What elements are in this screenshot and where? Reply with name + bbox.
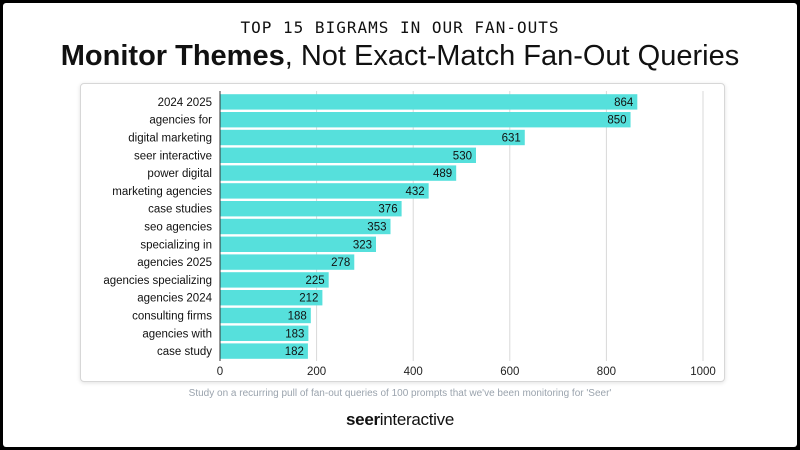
bar-2 [220,129,525,146]
x-tick-label-600: 600 [500,366,519,378]
page-frame: TOP 15 BIGRAMS IN OUR FAN-OUTS Monitor T… [3,3,797,447]
category-label-3: seer interactive [134,150,212,162]
category-label-8: specializing in [140,239,212,251]
x-tick-label-200: 200 [307,366,326,378]
bar-9 [220,254,355,270]
value-label-2: 631 [502,133,521,145]
category-label-4: power digital [147,168,212,180]
brand-logo: seerinteractive [3,410,797,430]
bar-6 [220,201,402,217]
value-label-5: 432 [405,186,424,198]
x-tick-label-400: 400 [404,366,423,378]
x-tick-label-0: 0 [217,366,223,378]
bar-11 [220,290,323,306]
brand-logo-bold: seer [346,410,380,429]
bar-0 [220,94,638,110]
category-label-6: case studies [148,204,212,216]
value-label-11: 212 [299,293,318,305]
category-label-0: 2024 2025 [158,97,212,109]
bar-14 [220,343,308,359]
chart-title-rest: , Not Exact-Match Fan-Out Queries [284,40,740,72]
category-label-11: agencies 2024 [137,293,212,305]
x-tick-label-1000: 1000 [690,366,716,378]
brand-logo-rest: interactive [379,410,454,429]
category-label-1: agencies for [149,115,212,127]
x-tick-label-800: 800 [597,366,616,378]
bar-3 [220,147,476,163]
chart-title: Monitor Themes, Not Exact-Match Fan-Out … [3,40,797,73]
chart-kicker: TOP 15 BIGRAMS IN OUR FAN-OUTS [240,18,560,37]
bar-chart: 0 200 400 600 800 1000 2024 2025 864 agencies fo… [103,91,716,378]
value-label-4: 489 [433,168,452,180]
category-label-5: marketing agencies [112,186,212,198]
value-label-10: 225 [305,275,324,287]
value-label-6: 376 [378,204,397,216]
value-label-7: 353 [367,222,386,234]
bar-1 [220,112,631,128]
bar-10 [220,272,329,288]
value-label-14: 182 [285,346,304,358]
category-label-14: case study [157,346,212,358]
bar-13 [220,325,309,341]
bar-4 [220,165,457,181]
category-label-9: agencies 2025 [137,257,212,269]
value-label-8: 323 [353,239,372,251]
footnote: Study on a recurring pull of fan-out que… [188,388,612,399]
bar-12 [220,307,311,324]
category-label-10: agencies specializing [103,275,212,287]
bar-5 [220,183,429,199]
chart-card: 0 200 400 600 800 1000 2024 2025 864 agencies fo… [80,83,725,382]
category-label-13: agencies with [142,328,212,340]
category-label-12: consulting firms [132,311,212,323]
value-label-3: 530 [453,150,472,162]
bar-8 [220,236,377,252]
bar-7 [220,218,391,235]
value-label-1: 850 [607,115,626,127]
category-label-7: seo agencies [144,222,212,234]
category-label-2: digital marketing [128,133,212,145]
value-label-13: 183 [285,328,304,340]
value-label-12: 188 [288,311,307,323]
value-label-9: 278 [331,257,350,269]
value-label-0: 864 [614,97,634,109]
chart-title-bold: Monitor Themes [60,40,285,72]
